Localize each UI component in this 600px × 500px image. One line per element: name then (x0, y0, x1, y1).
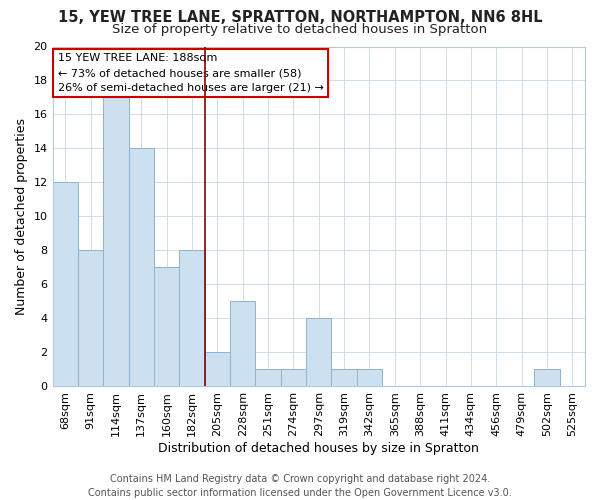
Bar (78, 250, 103, 386)
Bar (306, 318, 331, 386)
Bar (179, 250, 205, 386)
Bar (154, 268, 179, 386)
Bar (53, 182, 78, 386)
Bar (256, 370, 281, 386)
Bar (128, 148, 154, 386)
Bar (331, 370, 357, 386)
Text: Size of property relative to detached houses in Spratton: Size of property relative to detached ho… (112, 22, 488, 36)
Text: 15 YEW TREE LANE: 188sqm
← 73% of detached houses are smaller (58)
26% of semi-d: 15 YEW TREE LANE: 188sqm ← 73% of detach… (58, 54, 324, 93)
Bar (103, 98, 128, 387)
Bar (534, 370, 560, 386)
Text: 15, YEW TREE LANE, SPRATTON, NORTHAMPTON, NN6 8HL: 15, YEW TREE LANE, SPRATTON, NORTHAMPTON… (58, 10, 542, 25)
Bar (205, 352, 230, 386)
Y-axis label: Number of detached properties: Number of detached properties (15, 118, 28, 315)
Bar (357, 370, 382, 386)
Bar (281, 370, 306, 386)
Bar (230, 302, 256, 386)
Text: Contains HM Land Registry data © Crown copyright and database right 2024.
Contai: Contains HM Land Registry data © Crown c… (88, 474, 512, 498)
X-axis label: Distribution of detached houses by size in Spratton: Distribution of detached houses by size … (158, 442, 479, 455)
